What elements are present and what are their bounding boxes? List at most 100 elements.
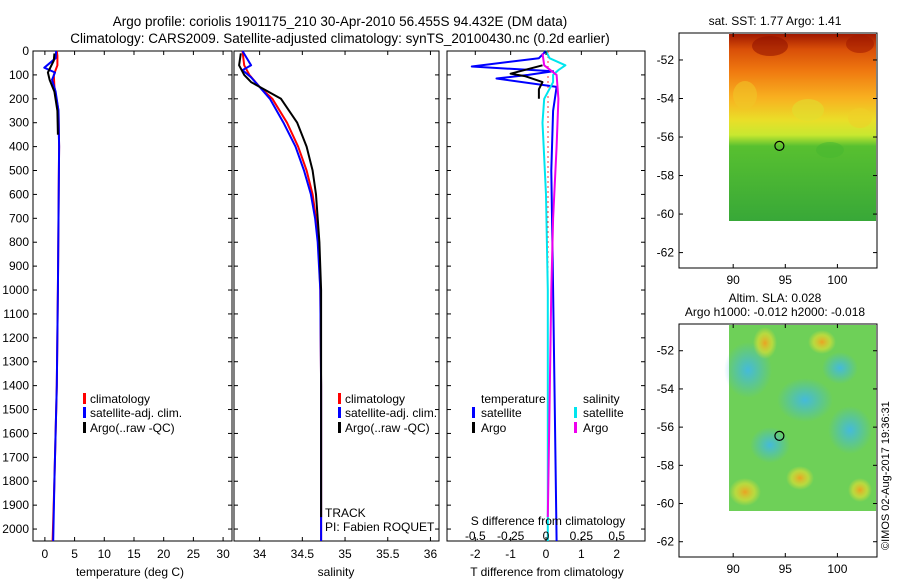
legend-swatch-climatology [338,393,341,404]
lat-tick-label: -62 [657,535,675,549]
sst-map-title: sat. SST: 1.77 Argo: 1.41 [709,14,842,28]
x-tick-label: 30 [216,547,230,561]
depth-tick-label: 1000 [2,283,29,297]
s-difference-tick-label: 0 [543,529,550,543]
x-tick-label: 20 [157,547,171,561]
depth-tick-label: 1700 [2,450,29,464]
depth-tick-label: 1500 [2,403,29,417]
salinity-panel: 34 34.5 35 35.5 36 salinity climatology sate… [233,50,440,579]
series-temperature-argo [509,64,544,99]
temperature-plot-frame [32,50,233,542]
series-argo-raw-qc- [238,53,323,518]
legend-label-t-satellite: satellite [481,406,522,420]
legend-title-temperature: temperature [481,392,546,406]
x-tick-label: 34 [253,547,267,561]
series-satellite-adj-clim- [43,50,61,542]
s-difference-label: S difference from climatology [471,514,626,528]
salinity-plot-frame [233,50,440,542]
depth-tick-label: 1400 [2,379,29,393]
x-tick-label: 25 [187,547,201,561]
x-tick-label: 10 [98,547,112,561]
temperature-series [43,50,61,542]
legend-swatch-satellite [83,407,86,418]
sla-texture [724,327,872,506]
legend-label-climatology: climatology [90,392,150,406]
legend-title-salinity: salinity [583,392,620,406]
depth-tick-label: 1100 [3,307,29,321]
difference-legend-salinity: salinity satellite Argo [574,392,624,435]
lat-tick-label: -56 [657,420,675,434]
t-difference-label: T difference from climatology [470,565,624,579]
lon-tick-label: 90 [727,562,741,576]
s-difference-tick-label: 0.5 [608,529,625,543]
legend-swatch-argo [83,422,86,433]
depth-tick-label: 1600 [2,426,29,440]
difference-panel-yticks [447,50,645,530]
depth-tick-label: 1800 [2,474,29,488]
lat-tick-label: -52 [657,344,675,358]
lat-tick-label: -56 [657,130,675,144]
salinity-legend: climatology satellite-adj. clim. Argo(..… [338,392,437,435]
s-difference-tick-label: -0.25 [497,529,525,543]
x-tick-label: 2 [613,547,620,561]
x-tick-label: 36 [424,547,438,561]
argo-position-marker [774,430,785,441]
lon-tick-label: 100 [827,273,847,287]
depth-tick-label: 600 [9,187,29,201]
depth-tick-label: 900 [9,259,29,273]
legend-swatch-s-satellite [574,407,577,418]
sst-texture [733,35,874,158]
lat-tick-label: -58 [657,458,675,472]
lon-tick-label: 90 [727,273,741,287]
figure-title-line1: Argo profile: coriolis 1901175_210 30-Ap… [113,14,568,29]
depth-tick-label: 400 [9,140,29,154]
x-tick-label: -1 [505,547,516,561]
timestamp-stamp: ©IMOS 02-Aug-2017 19:36:31 [880,401,892,550]
depth-axis-ticks: 0 100 200 300 400 500 600 700 800 900 1000 1100 1200… [2,44,232,536]
temperature-legend: climatology satellite-adj. clim. Argo(..… [83,392,182,435]
difference-axis-ticks: -2 -0.5 -1 -0.25 0 0 1 0.25 2 0.5 [465,51,625,561]
salinity-axis-ticks: 34 34.5 35 35.5 36 [253,51,438,561]
salinity-panel-yticks [234,50,439,530]
x-tick-label: 1 [578,547,585,561]
lat-tick-label: -60 [657,207,675,221]
lat-tick-label: -62 [657,246,675,260]
depth-tick-label: 2000 [2,522,29,536]
depth-tick-label: 1200 [2,331,29,345]
legend-label-satellite: satellite-adj. clim. [90,406,182,420]
legend-label-argo: Argo(..raw -QC) [90,421,175,435]
lat-tick-label: -52 [657,53,675,67]
legend-label-climatology: climatology [345,392,405,406]
x-tick-label: -2 [470,547,481,561]
temperature-xlabel: temperature (deg C) [76,565,184,579]
depth-tick-label: 1900 [2,498,29,512]
lat-tick-label: -60 [657,497,675,511]
depth-tick-label: 300 [9,116,29,130]
x-tick-label: 0 [42,547,49,561]
legend-swatch-satellite [338,407,341,418]
depth-tick-label: 1300 [2,355,29,369]
legend-swatch-t-satellite [472,407,475,418]
depth-tick-label: 0 [22,44,29,58]
lon-tick-label: 95 [779,562,793,576]
track-label: TRACK [325,506,366,520]
sst-map-ticks: -52 -54 -56 -58 -60 -62 90 95 100 [657,33,877,287]
legend-label-argo: Argo(..raw -QC) [345,421,430,435]
sst-map: sat. SST: 1.77 Argo: 1.41 -52 -54 -56 -58 -6… [657,14,878,287]
temperature-panel: 0100200300400500600700800900100011001200… [2,44,233,579]
x-tick-label: 0 [543,547,550,561]
sla-map-ticks: -52 -54 -56 -58 -60 -62 90 95 100 [657,324,877,576]
sla-map: Altim. SLA: 0.028 Argo h1000: -0.012 h20… [657,291,878,576]
depth-tick-label: 100 [9,68,29,82]
sst-field [729,34,876,221]
difference-plot-frame [446,50,646,542]
lat-tick-label: -54 [657,91,675,105]
salinity-series [238,50,323,541]
legend-label-s-argo: Argo [583,421,609,435]
difference-legend-temperature: temperature satellite Argo [472,392,546,435]
s-difference-tick-label: 0.25 [570,529,594,543]
series-salinity-argo [541,53,560,518]
lat-tick-label: -54 [657,382,675,396]
lat-tick-label: -58 [657,169,675,183]
